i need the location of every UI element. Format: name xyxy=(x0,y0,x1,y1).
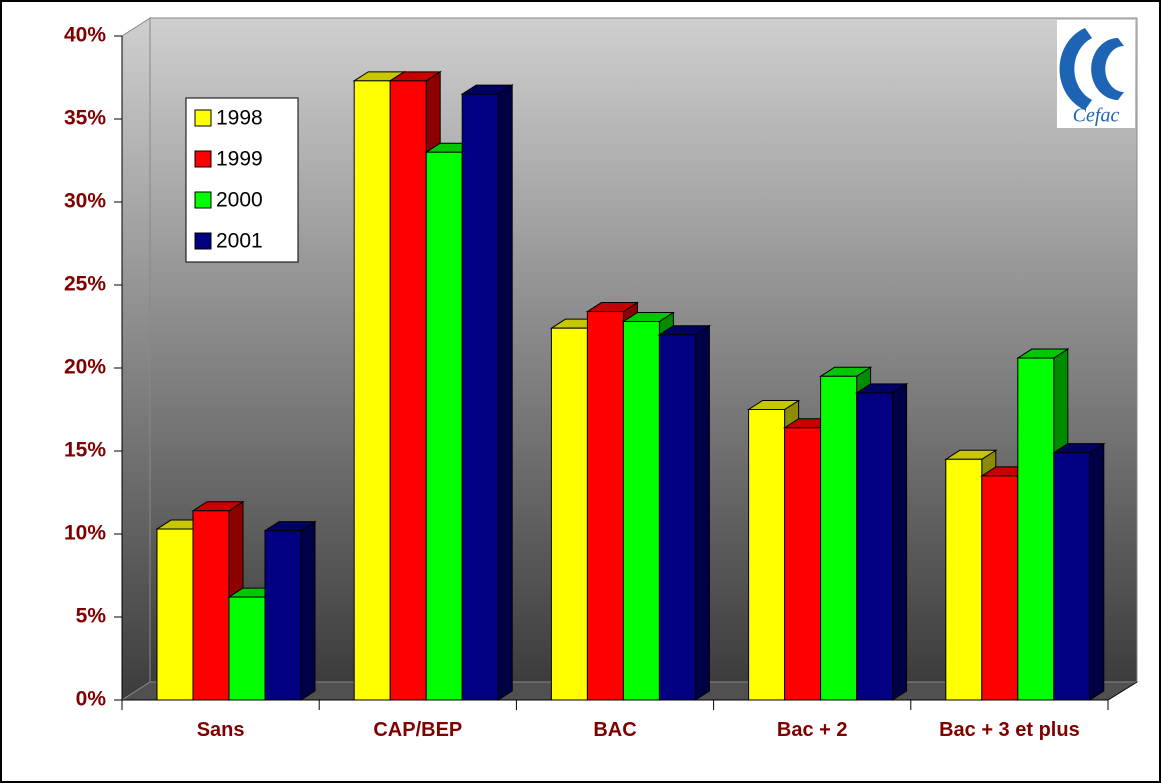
bar xyxy=(748,409,786,701)
x-tick-label: CAP/BEP xyxy=(373,719,463,741)
bar xyxy=(820,375,858,701)
logo-text: Cefac xyxy=(1073,105,1120,127)
y-tick-label: 5% xyxy=(76,605,107,628)
side-wall xyxy=(121,17,151,701)
legend-swatch xyxy=(194,109,212,127)
x-axis-depth xyxy=(1107,681,1138,701)
bar xyxy=(425,151,463,701)
bar xyxy=(1053,452,1091,701)
y-tick-label: 0% xyxy=(76,688,107,711)
legend-label: 1998 xyxy=(216,107,263,130)
y-tick-label: 40% xyxy=(64,24,106,47)
bar xyxy=(784,427,822,701)
legend-swatch xyxy=(194,150,212,168)
x-tick-label: Bac + 3 et plus xyxy=(939,719,1080,741)
legend-label: 2000 xyxy=(216,189,263,212)
bar xyxy=(586,311,624,701)
bar xyxy=(353,80,391,701)
bar xyxy=(550,327,588,701)
y-tick-label: 35% xyxy=(64,107,106,130)
bar-side xyxy=(1089,442,1105,701)
bar xyxy=(945,458,983,701)
y-tick-label: 10% xyxy=(64,522,106,545)
logo-arc xyxy=(1059,28,1092,110)
bar-side xyxy=(694,324,710,701)
bar xyxy=(1017,357,1055,701)
legend-label: 1999 xyxy=(216,148,263,171)
bar xyxy=(389,80,427,701)
bar xyxy=(264,530,302,701)
bar-side xyxy=(892,382,908,701)
bar xyxy=(658,334,696,701)
y-tick-label: 25% xyxy=(64,273,106,296)
bar xyxy=(156,528,194,701)
bar xyxy=(192,510,230,701)
x-tick-label: BAC xyxy=(593,719,637,741)
bar xyxy=(856,392,894,701)
bar xyxy=(622,321,660,701)
bar xyxy=(981,475,1019,701)
logo: Cefac xyxy=(1057,20,1135,128)
bar xyxy=(228,596,266,701)
y-tick-label: 15% xyxy=(64,439,106,462)
bar-side xyxy=(497,84,513,701)
y-tick-label: 30% xyxy=(64,190,106,213)
x-tick-label: Bac + 2 xyxy=(776,719,848,741)
bar-side xyxy=(300,520,316,701)
bar xyxy=(461,93,499,701)
y-tick-label: 20% xyxy=(64,356,106,379)
legend-swatch xyxy=(194,232,212,250)
logo-arc xyxy=(1091,38,1124,100)
legend-label: 2001 xyxy=(216,230,263,253)
x-tick-label: Sans xyxy=(196,719,245,741)
legend-swatch xyxy=(194,191,212,209)
